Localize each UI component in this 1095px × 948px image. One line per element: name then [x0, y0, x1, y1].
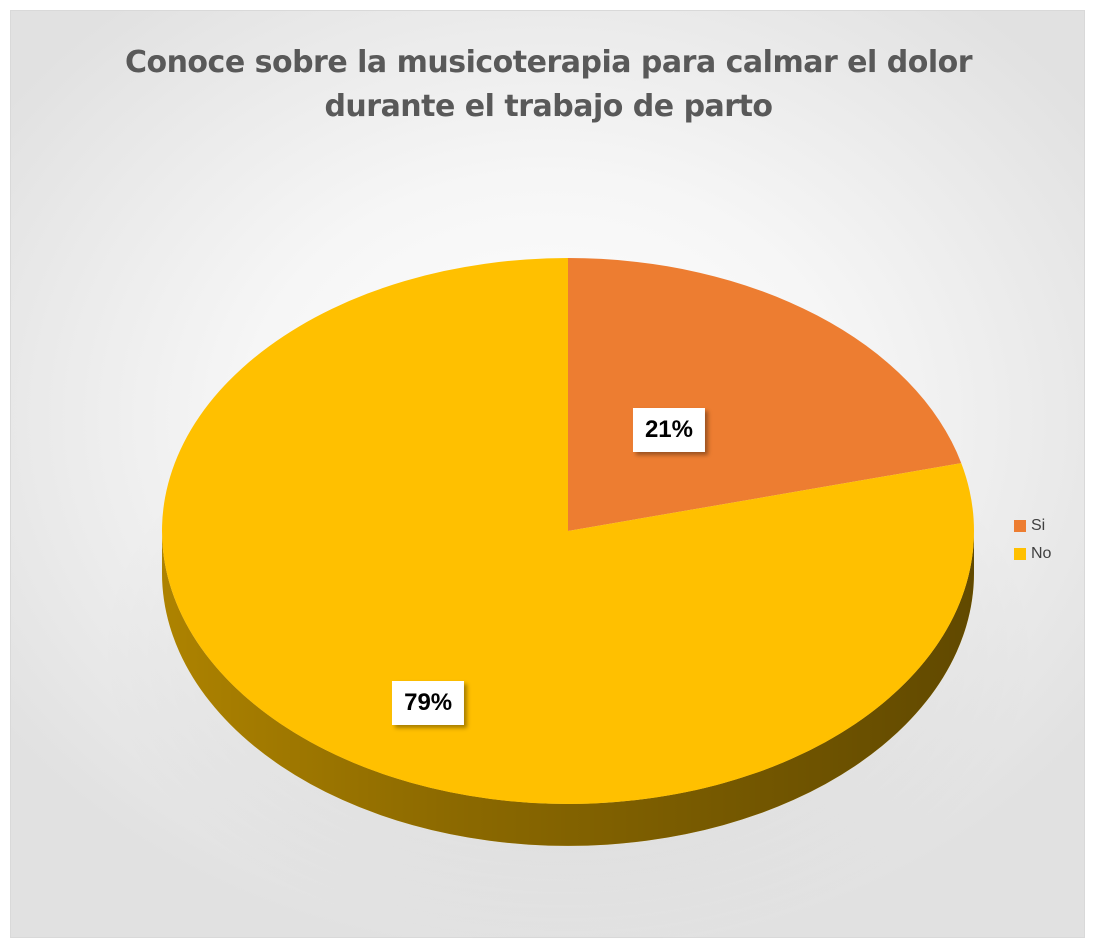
- data-label-no: 79%: [392, 680, 465, 725]
- legend-label-no: No: [1031, 545, 1052, 562]
- legend-label-si: Si: [1031, 517, 1046, 534]
- pie-chart: [98, 258, 1038, 939]
- data-label-si: 21%: [632, 407, 705, 452]
- legend-entry-si: Si: [1014, 512, 1076, 540]
- chart-area: Conoce sobre la musicoterapia para calma…: [10, 10, 1085, 939]
- legend-entry-no: No: [1014, 540, 1076, 568]
- pie-slice-no: [161, 258, 974, 804]
- pie-slice-si: [568, 258, 962, 531]
- chart-title: Conoce sobre la musicoterapia para calma…: [124, 45, 973, 124]
- legend-swatch-no: [1014, 548, 1026, 560]
- legend: Si No: [1014, 508, 1076, 572]
- legend-swatch-si: [1014, 520, 1026, 532]
